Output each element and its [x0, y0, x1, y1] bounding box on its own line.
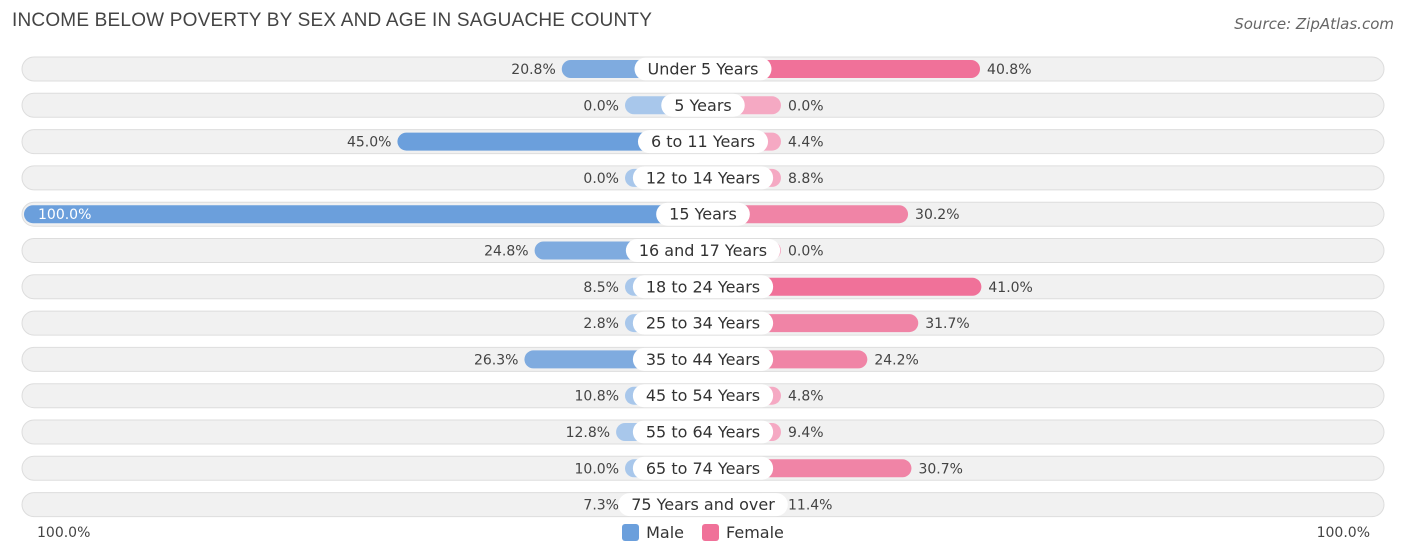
value-label-female: 30.7%	[918, 461, 962, 477]
category-label: 35 to 44 Years	[646, 350, 760, 369]
value-label-female: 8.8%	[788, 171, 824, 187]
category-pill	[632, 166, 774, 190]
chart-title: INCOME BELOW POVERTY BY SEX AND AGE IN S…	[12, 10, 653, 31]
category-label: 15 Years	[669, 205, 737, 224]
value-label-male: 2.8%	[583, 316, 619, 332]
value-label-male: 0.0%	[583, 171, 619, 187]
category-pill	[632, 420, 774, 444]
value-label-female: 11.4%	[788, 498, 832, 514]
legend: Male Female	[0, 523, 1406, 542]
value-label-male: 8.5%	[583, 280, 619, 296]
axis-right-label: 100.0%	[1316, 525, 1370, 541]
category-pill	[632, 275, 774, 299]
category-pill	[632, 456, 774, 480]
value-label-male: 10.8%	[575, 389, 619, 405]
category-pill	[618, 493, 788, 517]
category-label: Under 5 Years	[648, 60, 759, 79]
value-label-female: 31.7%	[925, 316, 969, 332]
category-pill	[632, 347, 774, 371]
bar-male	[397, 132, 703, 151]
category-pill	[637, 130, 769, 154]
bar-female	[703, 60, 981, 78]
bar-female	[703, 205, 909, 224]
legend-swatch-female	[702, 524, 720, 541]
value-label-male: 24.8%	[484, 244, 528, 260]
value-label-male: 10.0%	[575, 461, 619, 477]
value-label-female: 0.0%	[788, 98, 824, 114]
category-label: 65 to 74 Years	[646, 459, 760, 478]
value-label-female: 4.4%	[788, 135, 824, 151]
legend-label-male: Male	[646, 523, 685, 542]
value-label-female: 30.2%	[915, 207, 959, 223]
bar-female	[703, 277, 982, 296]
axis-left-label: 100.0%	[37, 525, 91, 541]
category-pill	[625, 239, 781, 262]
category-label: 18 to 24 Years	[646, 277, 760, 296]
category-label: 75 Years and over	[631, 495, 775, 514]
value-label-male: 12.8%	[566, 425, 610, 441]
legend-swatch-male	[622, 524, 640, 541]
value-label-male: 7.3%	[583, 498, 619, 514]
category-pill	[634, 57, 772, 81]
value-label-male: 0.0%	[583, 98, 619, 114]
value-label-female: 0.0%	[788, 244, 824, 260]
category-label: 16 and 17 Years	[639, 241, 767, 260]
legend-item-male[interactable]: Male	[622, 523, 684, 542]
category-pill	[656, 202, 750, 226]
chart: Under 5 Years 20.8% 40.8% 5 Years 0.0% 0.0% 6 …	[21, 56, 1385, 518]
category-pill	[661, 93, 745, 117]
legend-label-female: Female	[726, 523, 784, 542]
category-label: 6 to 11 Years	[651, 132, 755, 151]
source-note: Source: ZipAtlas.com	[1234, 15, 1394, 33]
value-label-male: 26.3%	[474, 352, 518, 368]
category-label: 25 to 34 Years	[646, 314, 760, 333]
value-label-female: 24.2%	[874, 352, 918, 368]
category-label: 55 to 64 Years	[646, 423, 760, 442]
legend-item-female[interactable]: Female	[702, 523, 784, 542]
value-label-female: 41.0%	[988, 280, 1032, 296]
value-label-female: 9.4%	[788, 425, 824, 441]
value-label-male: 45.0%	[347, 135, 391, 151]
value-label-male: 100.0%	[38, 207, 91, 223]
value-label-female: 40.8%	[987, 62, 1031, 78]
value-label-female: 4.8%	[788, 389, 824, 405]
category-pill	[632, 384, 774, 408]
category-pill	[632, 311, 774, 335]
value-label-male: 20.8%	[511, 62, 555, 78]
category-label: 5 Years	[674, 96, 731, 115]
category-label: 12 to 14 Years	[646, 168, 760, 187]
bar-male	[24, 205, 703, 224]
category-label: 45 to 54 Years	[646, 386, 760, 405]
